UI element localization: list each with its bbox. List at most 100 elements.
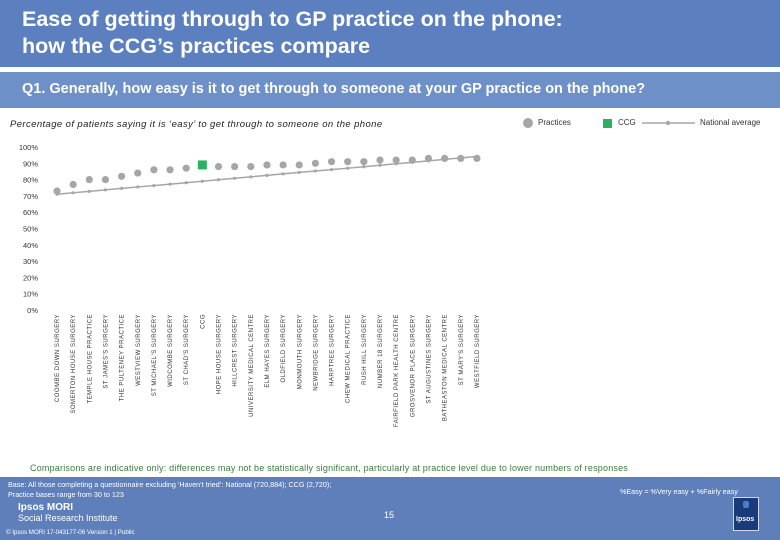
- x-category-label: BATHEASTON MEDICAL CENTRE: [443, 314, 449, 421]
- y-tick-label: 0%: [27, 306, 38, 315]
- national-average-marker: [103, 188, 108, 192]
- practice-point: [214, 162, 223, 171]
- legend-ccg-marker: [603, 119, 612, 128]
- practice-point: [327, 158, 336, 166]
- question-banner: [0, 72, 780, 108]
- x-category-label: ST MICHAEL'S SURGERY: [152, 314, 158, 396]
- practice-point: [344, 158, 352, 166]
- practice-point: [182, 164, 190, 172]
- copyright-text: © Ipsos MORI 17-043177-06 Version 1 | Pu…: [6, 529, 135, 536]
- legend-markers: [523, 118, 695, 128]
- brand-subname: Social Research Institute: [18, 513, 118, 523]
- practice-point: [231, 162, 239, 171]
- x-category-label: WIDCOMBE SURGERY: [168, 314, 174, 387]
- national-average-marker: [168, 182, 172, 186]
- y-tick-label: 30%: [23, 257, 38, 266]
- national-average-marker: [297, 170, 301, 175]
- x-category-label: MONMOUTH SURGERY: [297, 314, 303, 389]
- brand-logo-text: Ipsos MORI Social Research Institute: [18, 502, 118, 524]
- page-title-line2: how the CCG’s practices compare: [22, 34, 371, 58]
- x-category-label: COOMBE DOWN SURGERY: [55, 314, 61, 402]
- legend-practices-label: Practices: [538, 118, 571, 127]
- y-tick-label: 50%: [23, 225, 38, 234]
- practice-point: [311, 159, 319, 167]
- x-category-label: FAIRFIELD PARK HEALTH CENTRE: [394, 314, 400, 427]
- x-category-label: ST MARY'S SURGERY: [459, 314, 465, 385]
- national-average-marker: [281, 172, 285, 176]
- practice-point: [392, 156, 400, 164]
- x-category-label: CCG: [200, 314, 206, 329]
- practice-point: [166, 166, 174, 174]
- practice-point: [101, 176, 110, 184]
- y-tick-label: 20%: [23, 273, 38, 282]
- legend-practice-marker: [523, 118, 533, 128]
- x-category-label: OLDFIELD SURGERY: [281, 314, 287, 383]
- national-average-marker: [216, 178, 221, 182]
- x-category-label: ELM HAYES SURGERY: [265, 314, 271, 388]
- x-category-label: SOMERTON HOUSE SURGERY: [71, 314, 77, 414]
- page-title-line1: Ease of getting through to GP practice o…: [22, 7, 563, 31]
- y-tick-label: 60%: [23, 208, 38, 217]
- national-average-marker: [152, 184, 156, 188]
- y-tick-label: 100%: [19, 143, 39, 152]
- legend-national-label: National average: [700, 118, 761, 127]
- x-category-label: RUSH HILL SURGERY: [362, 314, 368, 385]
- chart-subtitle: Percentage of patients saying it is ‘eas…: [10, 119, 383, 130]
- x-category-label: WESTVIEW SURGERY: [136, 314, 142, 386]
- practice-point: [263, 161, 271, 169]
- national-average-marker: [184, 181, 188, 185]
- practice-point: [118, 172, 126, 180]
- practice-point: [441, 154, 449, 163]
- national-average-marker: [378, 163, 382, 167]
- practice-point: [473, 154, 481, 163]
- practice-point: [360, 158, 368, 166]
- x-category-label: CHEW MEDICAL PRACTICE: [346, 314, 352, 403]
- page-number: 15: [384, 510, 395, 520]
- national-average-marker: [265, 173, 269, 177]
- question-text: Q1. Generally, how easy is it to get thr…: [22, 81, 646, 97]
- title-banner: [0, 0, 780, 67]
- practice-point: [457, 154, 465, 163]
- x-category-label: THE PULTENEY PRACTICE: [120, 314, 126, 401]
- y-tick-label: 70%: [23, 192, 38, 201]
- x-category-label: UNIVERSITY MEDICAL CENTRE: [249, 314, 255, 417]
- practice-point: [150, 166, 158, 174]
- national-average-marker: [136, 185, 140, 189]
- national-average-marker: [200, 179, 204, 183]
- page-title: Ease of getting through to GP practice o…: [22, 6, 762, 60]
- practice-point: [295, 161, 303, 169]
- x-category-label: ST JAMES'S SURGERY: [103, 314, 109, 389]
- y-tick-label: 40%: [23, 241, 38, 250]
- practice-point: [53, 187, 61, 195]
- ccg-point: [197, 160, 207, 170]
- practice-point: [408, 156, 416, 164]
- national-average-marker: [346, 166, 350, 170]
- national-average-marker: [329, 168, 334, 172]
- legend-ccg-label: CCG: [618, 118, 636, 127]
- practice-point: [85, 176, 93, 184]
- legend-national-marker: [665, 120, 671, 126]
- x-category-label: TEMPLE HOUSE PRACTICE: [87, 314, 93, 404]
- base-line1: Base: All those completing a questionnai…: [8, 480, 332, 489]
- x-category-label: HARPTREE SURGERY: [330, 314, 336, 386]
- y-tick-label: 10%: [23, 290, 38, 299]
- x-category-label: ST AUGUSTINES SURGERY: [426, 314, 432, 404]
- brand-name: Ipsos MORI: [18, 502, 74, 513]
- ipsos-logo-icon: Ipsos: [733, 497, 759, 531]
- logo-dot-icon: [743, 501, 749, 508]
- x-category-label: ST CHAD'S SURGERY: [184, 314, 190, 385]
- easy-definition: %Easy = %Very easy + %Fairly easy: [620, 487, 738, 496]
- x-category-label: NEWBRIDGE SURGERY: [313, 314, 319, 391]
- chart-plot: 0% 10% 20% 30% 40% 50% 60% 70% 80% 90% 100% COOMBE…: [19, 143, 481, 427]
- footer-bar: [0, 477, 780, 540]
- x-category-label: GROSVENOR PLACE SURGERY: [410, 314, 416, 417]
- logo-text: Ipsos: [736, 516, 755, 523]
- y-tick-label: 90%: [23, 159, 38, 168]
- national-average-marker: [87, 189, 91, 193]
- comparison-note: Comparisons are indicative only: differe…: [30, 463, 629, 473]
- x-category-label: HOPE HOUSE SURGERY: [217, 314, 223, 394]
- practice-point: [376, 156, 384, 164]
- practice-point: [69, 180, 77, 189]
- x-category-label: NUMBER 18 SURGERY: [378, 314, 384, 388]
- national-average-marker: [362, 165, 366, 169]
